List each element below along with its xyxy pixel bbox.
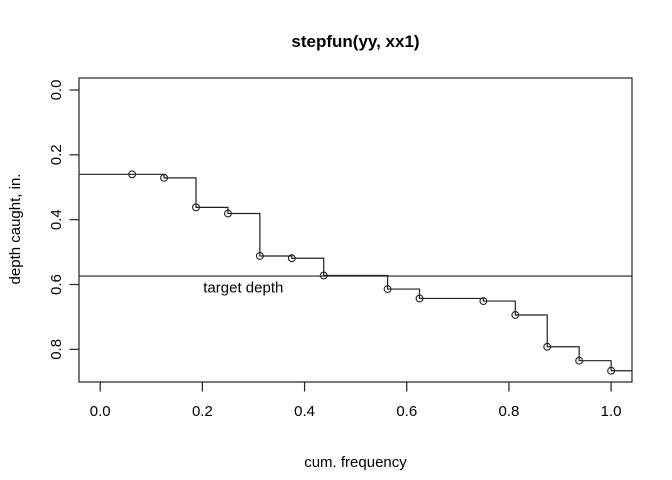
data-point-marker	[575, 356, 584, 365]
data-point-marker	[160, 173, 169, 182]
data-point-marker	[223, 209, 232, 218]
data-point-marker	[543, 342, 552, 351]
data-point-marker	[479, 297, 488, 305]
axes-layer: 0.0 0.2 0.4 0.6 0.8 1.0 0.0 0.2 0.4 0.6 0.8	[48, 77, 633, 420]
step-function-path	[79, 173, 632, 372]
data-point-marker	[255, 252, 264, 260]
data-point-marker	[383, 285, 392, 293]
plot-box	[78, 77, 633, 383]
data-point-marker	[128, 170, 137, 179]
data-point-marker	[415, 294, 424, 303]
data-point-marker	[607, 366, 616, 375]
x-axis-tick-label: 0.6	[396, 403, 417, 420]
y-axis-tick-label: 0.0	[48, 80, 65, 101]
target-depth-label: target depth	[203, 280, 283, 297]
y-axis-tick-label: 0.4	[48, 209, 65, 230]
x-axis-tick-label: 0.4	[294, 403, 315, 420]
x-axis-label: cum. frequency	[304, 454, 407, 471]
x-axis-tick-label: 0.8	[498, 403, 519, 420]
x-axis-tick-label: 1.0	[601, 403, 622, 420]
data-point-marker	[287, 254, 296, 263]
y-axis-label: depth caught, in.	[7, 174, 24, 285]
x-axis-tick-label: 0.0	[90, 403, 111, 420]
y-axis-tick-label: 0.2	[48, 144, 65, 165]
data-point-marker	[192, 203, 200, 212]
x-axis-tick-label: 0.2	[192, 403, 213, 420]
data-point-marker	[319, 271, 328, 280]
data-point-marker	[511, 311, 520, 319]
plot-title: stepfun(yy, xx1)	[291, 32, 419, 51]
y-axis-tick-label: 0.8	[48, 339, 65, 360]
series-layer	[79, 170, 632, 375]
y-axis-tick-label: 0.6	[48, 274, 65, 295]
